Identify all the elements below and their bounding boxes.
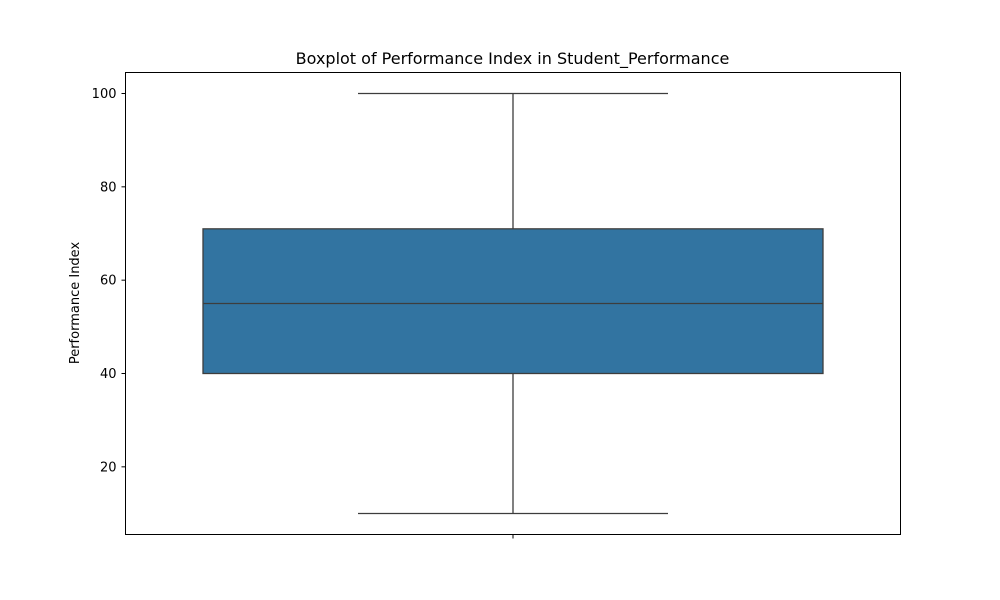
- y-tick-label: 80: [100, 180, 117, 195]
- y-axis-label: Performance Index: [68, 242, 83, 365]
- box-plot-series: [202, 92, 824, 515]
- y-axis-ticks: 20 40 60 80 100: [92, 87, 126, 475]
- y-tick-label: 20: [100, 460, 117, 475]
- plot-area-frame: [125, 72, 901, 535]
- interquartile-box: [202, 228, 824, 375]
- y-tick-label: 40: [100, 367, 117, 382]
- y-tick-label: 60: [100, 274, 117, 289]
- y-tick-label: 100: [92, 87, 117, 102]
- chart-title: Boxplot of Performance Index in Student_…: [296, 49, 730, 69]
